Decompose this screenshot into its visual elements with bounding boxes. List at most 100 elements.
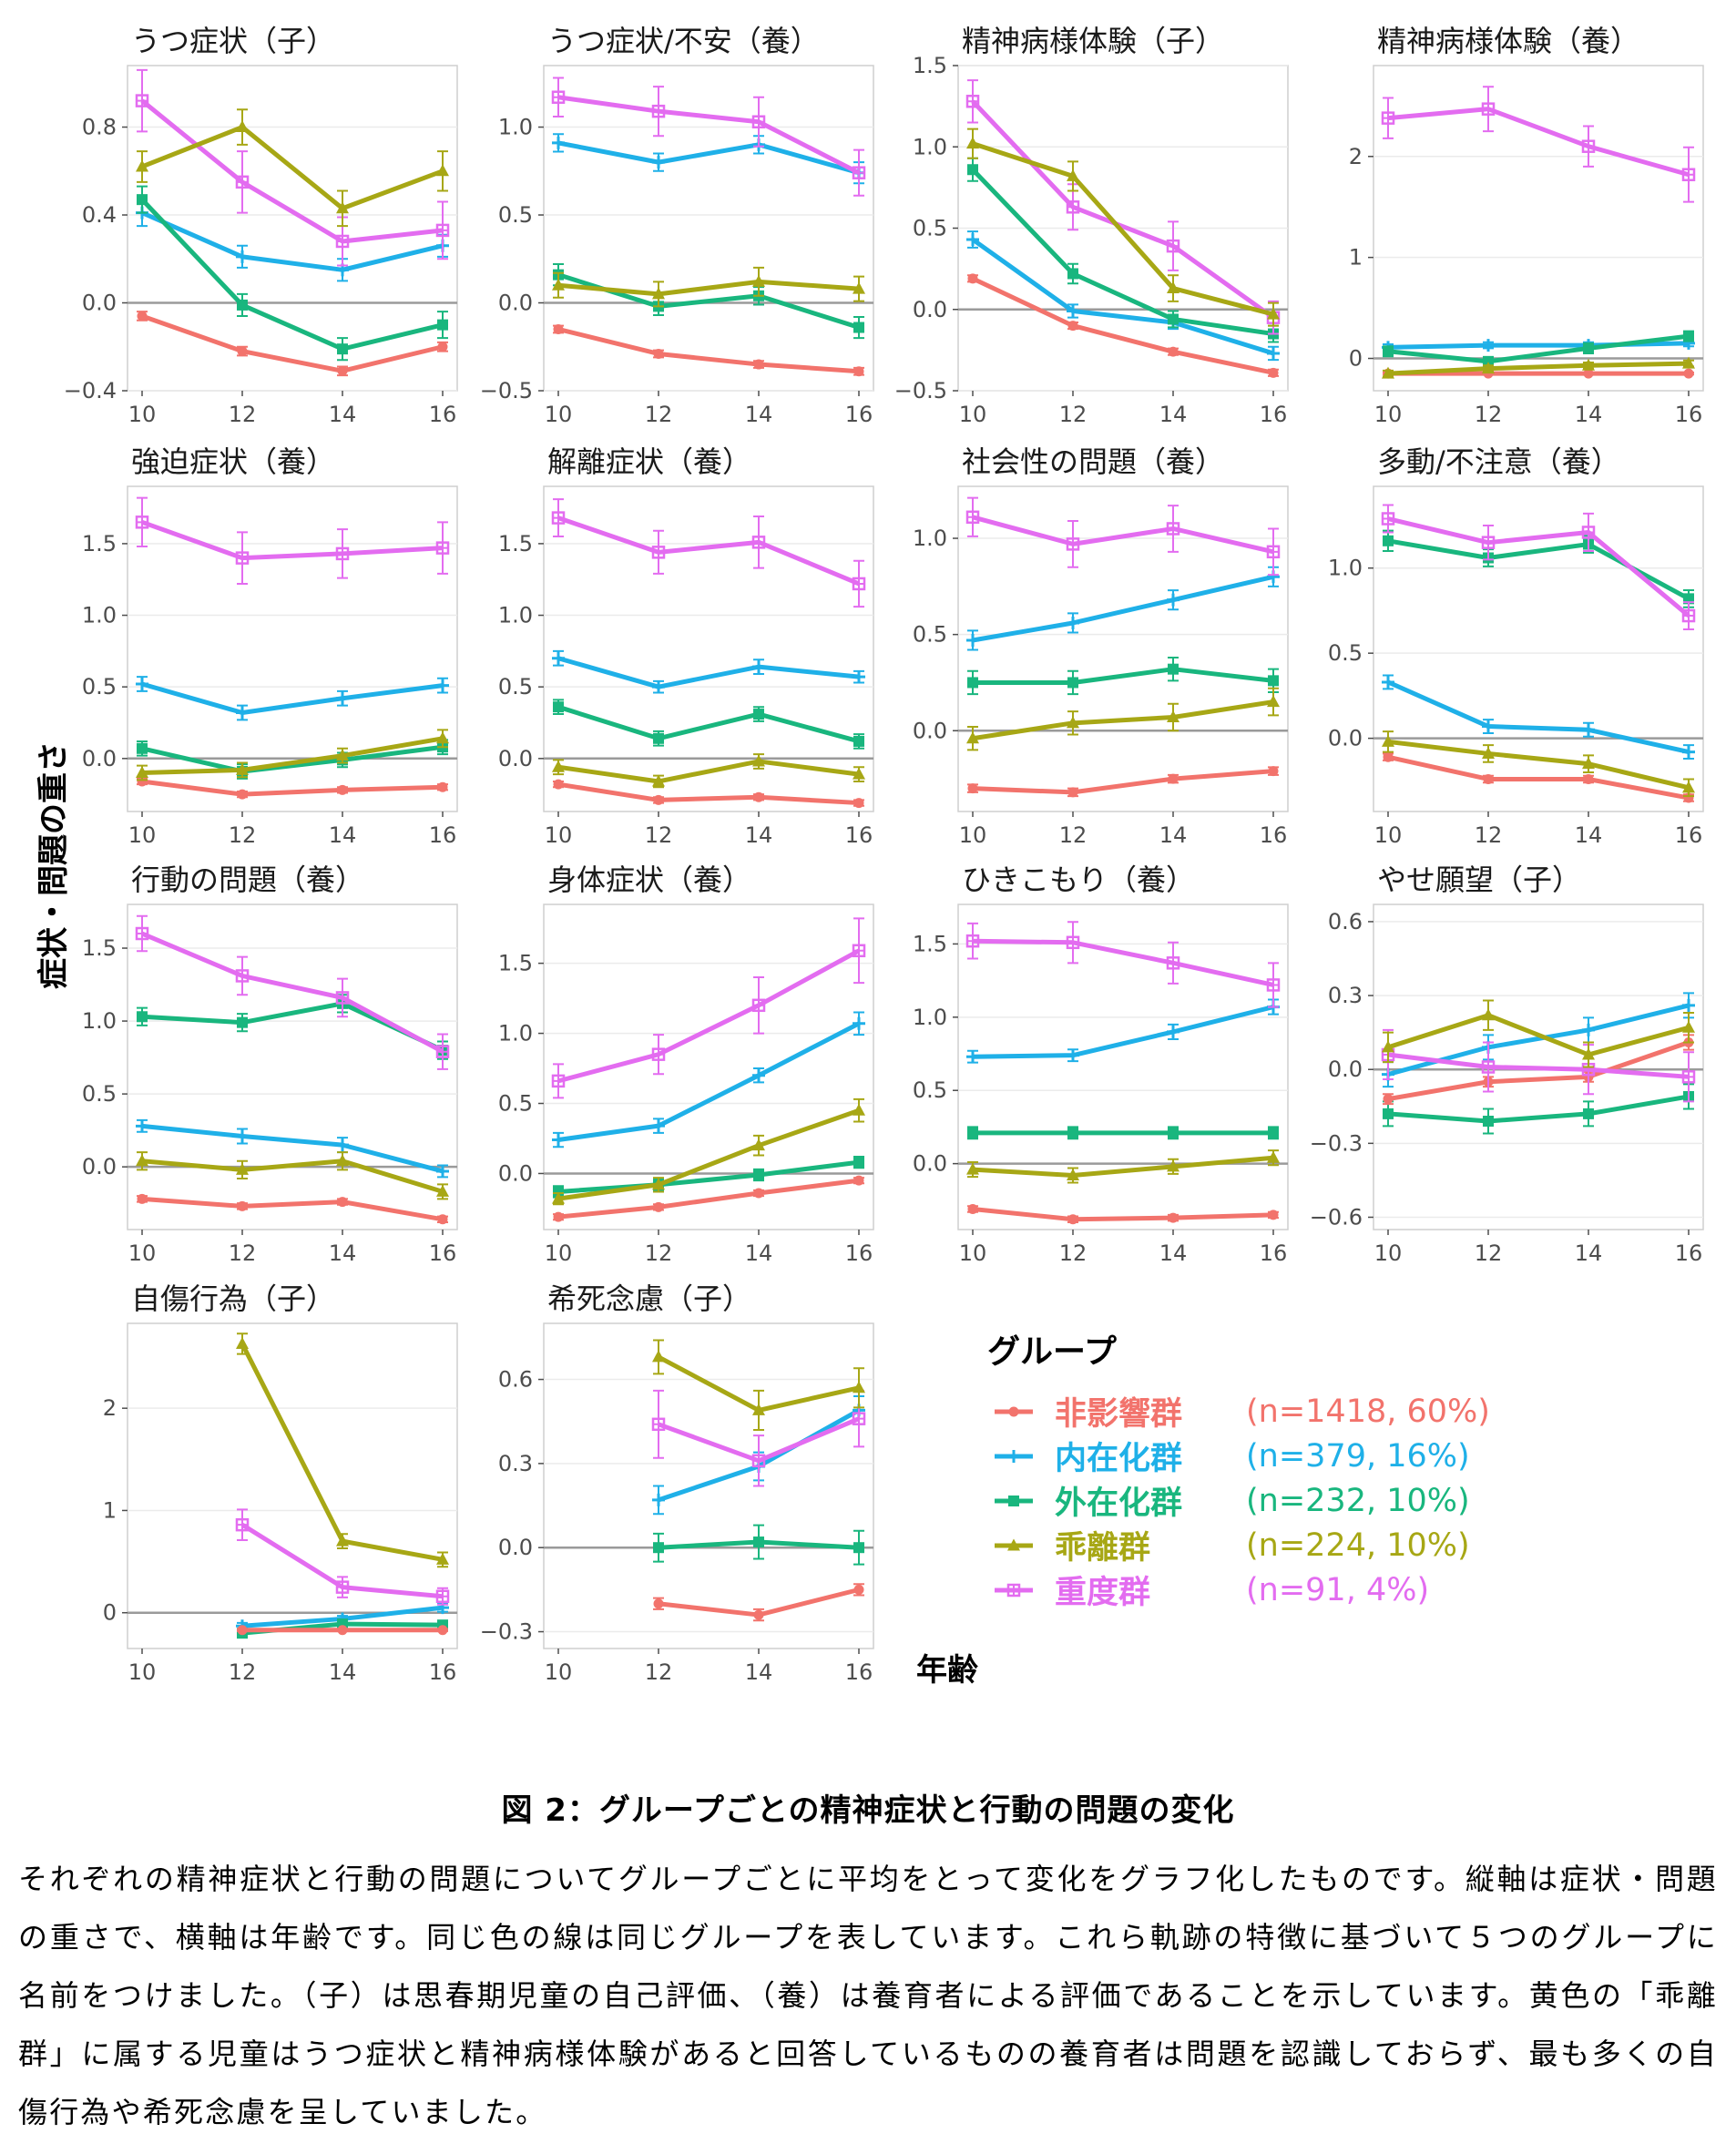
figure-caption: 図 2：グループごとの精神症状と行動の問題の変化 それぞれの精神症状と行動の問題… [18, 1785, 1718, 2141]
series-非影響群 [967, 273, 1279, 378]
series-乖離群 [552, 753, 865, 789]
series-重度群 [965, 496, 1281, 577]
panel-10: 身体症状（養） 0.0 0.5 1.0 1.5 10 12 14 16 [498, 863, 874, 1266]
legend-key-marker-cross [1008, 1584, 1019, 1596]
series-line [557, 1178, 860, 1220]
data-point [966, 137, 979, 149]
series-line [557, 516, 860, 587]
data-point-cross [1268, 546, 1279, 557]
legend-item: 乖離群 (n=224, 10%) [984, 1523, 1621, 1567]
series-line [972, 141, 1274, 317]
data-point [337, 1625, 348, 1636]
data-point [1268, 1127, 1279, 1138]
y-tick-label: 1.5 [913, 931, 947, 956]
data-point [653, 1598, 664, 1609]
series-内在化群 [966, 566, 1280, 651]
x-tick-label: 10 [128, 1659, 157, 1685]
data-point [753, 791, 764, 802]
legend-key-marker [1007, 1538, 1020, 1550]
series-乖離群 [966, 128, 1280, 327]
x-tick-label: 12 [1059, 1240, 1088, 1266]
data-point [337, 365, 348, 376]
y-tick-label: 0.0 [498, 1160, 533, 1186]
data-point-cross [1168, 523, 1179, 535]
data-point [137, 194, 148, 206]
series-外在化群 [137, 185, 448, 362]
y-tick-label: 1.5 [82, 935, 117, 961]
x-tick-label: 16 [429, 822, 457, 848]
plot-area [543, 1322, 874, 1649]
y-tick-label: 0.5 [913, 622, 947, 648]
panel-title: 自傷行為（子） [131, 1281, 335, 1316]
y-tick-label: 1 [1349, 245, 1363, 271]
series-非影響群 [553, 779, 864, 809]
data-point [1383, 1094, 1394, 1105]
data-point [1383, 1108, 1394, 1119]
x-tick-label: 14 [745, 822, 773, 848]
plot-area [543, 65, 874, 392]
x-tick-label: 14 [745, 1659, 773, 1685]
x-tick-label: 14 [1159, 402, 1188, 427]
data-point [552, 1133, 565, 1147]
data-point [1067, 677, 1078, 689]
y-tick-label: 0.0 [82, 746, 117, 771]
x-tick-label: 16 [429, 1240, 457, 1266]
data-point [1582, 723, 1595, 737]
legend-key-triangle-icon [995, 1538, 1033, 1550]
series-line [140, 210, 444, 272]
x-tick-label: 16 [1260, 1240, 1288, 1266]
panel-title: 解離症状（養） [547, 444, 751, 479]
series-重度群 [551, 498, 866, 608]
series-line [1387, 1013, 1690, 1057]
series-line [557, 759, 860, 784]
data-point-cross [853, 1413, 864, 1424]
series-line [973, 667, 1274, 685]
data-point [853, 798, 864, 809]
data-point [752, 274, 765, 287]
data-point [1382, 1040, 1394, 1053]
data-point-cross [753, 1455, 764, 1466]
panel-title: 強迫症状（養） [131, 444, 335, 479]
series-line [971, 168, 1274, 336]
series-line [972, 1155, 1274, 1178]
x-tick-label: 14 [1575, 1240, 1603, 1266]
data-point [753, 709, 764, 720]
y-tick-label: −0.6 [1310, 1204, 1363, 1230]
series-乖離群 [552, 266, 865, 308]
data-point [337, 343, 348, 355]
data-point [853, 1157, 864, 1169]
series-重度群 [551, 917, 866, 1099]
x-tick-label: 14 [329, 1240, 357, 1266]
series-line [972, 769, 1274, 795]
x-tick-label: 10 [959, 1240, 987, 1266]
series-乖離群 [1382, 356, 1695, 379]
x-tick-label: 14 [1159, 1240, 1188, 1266]
x-tick-label: 12 [645, 1240, 673, 1266]
panel-title: うつ症状/不安（養） [547, 24, 820, 58]
panel-7: 社会性の問題（養） 0.0 0.5 1.0 10 12 14 16 [913, 444, 1289, 848]
data-point [1168, 663, 1179, 675]
data-point-cross [1268, 979, 1279, 991]
data-point [653, 1201, 664, 1212]
y-tick-label: 1.5 [498, 951, 533, 976]
plot-area [127, 1322, 458, 1649]
data-point [1267, 307, 1280, 320]
data-point-cross [337, 992, 348, 1004]
y-tick-label: 0.3 [1328, 983, 1363, 1008]
data-point [1168, 1212, 1179, 1223]
x-tick-label: 10 [959, 822, 987, 848]
data-point-cross [653, 106, 664, 117]
data-point-cross [1483, 103, 1494, 115]
caption-title: 図 2：グループごとの精神症状と行動の問題の変化 [501, 1792, 1235, 1829]
x-tick-label: 10 [1374, 1240, 1403, 1266]
panel-6: 解離症状（養） 0.0 0.5 1.0 1.5 10 12 14 16 [498, 444, 874, 848]
x-tick-label: 14 [329, 402, 357, 427]
data-point [1168, 773, 1179, 784]
x-tick-label: 10 [128, 822, 157, 848]
x-tick-label: 12 [1059, 402, 1088, 427]
panel-1: うつ症状（子） −0.4 0.0 0.4 0.8 10 12 14 16 [64, 24, 458, 427]
legend-key-marker [1008, 1406, 1019, 1416]
data-point [853, 322, 864, 333]
data-point [437, 1625, 448, 1636]
x-tick-label: 16 [1675, 822, 1703, 848]
